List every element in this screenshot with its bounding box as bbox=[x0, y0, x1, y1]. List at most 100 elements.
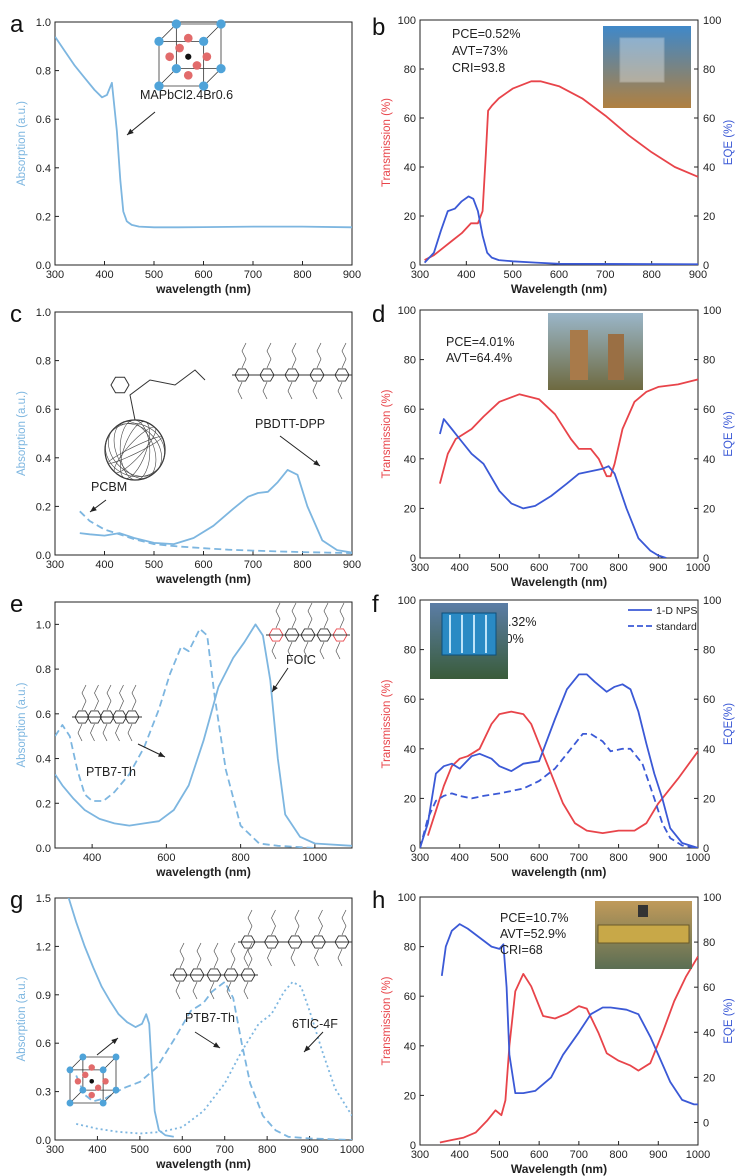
panel-letter: a bbox=[10, 11, 24, 38]
y2-tick-label: 60 bbox=[703, 694, 715, 706]
annotation-text: CRI=93.8 bbox=[452, 61, 505, 75]
x-tick-label: 300 bbox=[46, 269, 64, 281]
glass-photo bbox=[603, 26, 691, 108]
annotation-text: PCE=4.01% bbox=[446, 335, 514, 349]
x-tick-label: 1000 bbox=[686, 562, 710, 574]
y2-tick-label: 0 bbox=[703, 1117, 709, 1129]
x-tick-label: 900 bbox=[649, 1149, 667, 1161]
x-tick-label: 1000 bbox=[686, 1149, 710, 1161]
x-tick-label: 700 bbox=[570, 1149, 588, 1161]
y-tick-label: 0.6 bbox=[36, 404, 51, 416]
y-tick-label: 0.6 bbox=[36, 1038, 51, 1050]
y-tick-label: 100 bbox=[398, 892, 416, 904]
y-tick-label: 60 bbox=[404, 694, 416, 706]
y-tick-label: 0.8 bbox=[36, 356, 51, 368]
x-axis-label: Wavelength (nm) bbox=[511, 282, 607, 296]
y2-tick-label: 40 bbox=[703, 454, 715, 466]
x-tick-label: 600 bbox=[194, 269, 212, 281]
pbdtt-dpp-arrow-icon bbox=[279, 435, 321, 467]
crystal-structure-icon bbox=[154, 19, 226, 91]
legend-entry: standard bbox=[656, 621, 697, 633]
building-photo bbox=[548, 313, 643, 390]
x-tick-label: 400 bbox=[451, 1149, 469, 1161]
y-tick-label: 60 bbox=[404, 404, 416, 416]
y-tick-label: 100 bbox=[398, 15, 416, 27]
device-photo bbox=[430, 603, 508, 679]
y-tick-label: 20 bbox=[404, 503, 416, 515]
annotation-text: PCBM bbox=[91, 480, 127, 494]
y2-tick-label: 40 bbox=[703, 162, 715, 174]
x-tick-label: 500 bbox=[131, 1144, 149, 1156]
panel-letter: g bbox=[10, 887, 23, 914]
x-tick-label: 600 bbox=[157, 852, 175, 864]
x-tick-label: 700 bbox=[244, 269, 262, 281]
x-tick-label: 400 bbox=[457, 269, 475, 281]
y-tick-label: 80 bbox=[404, 64, 416, 76]
y2-axis-label: EQE (%) bbox=[723, 411, 735, 457]
y-tick-label: 0.0 bbox=[36, 1135, 51, 1147]
pcbm-arrow-icon bbox=[89, 499, 107, 513]
y-tick-label: 0.2 bbox=[36, 211, 51, 223]
series-line-1 bbox=[75, 981, 352, 1140]
legend-entry: 1-D NPS bbox=[656, 605, 697, 617]
crystal-structure-icon-g bbox=[66, 1053, 120, 1107]
x-tick-label: 300 bbox=[411, 562, 429, 574]
x-tick-label: 800 bbox=[642, 269, 660, 281]
series-line-2 bbox=[76, 981, 352, 1135]
y-tick-label: 0.8 bbox=[36, 664, 51, 676]
x-axis-label: wavelength (nm) bbox=[155, 865, 251, 879]
y-tick-label: 40 bbox=[404, 744, 416, 756]
x-axis-label: Wavelength (nm) bbox=[511, 575, 607, 589]
y2-tick-label: 100 bbox=[703, 15, 721, 27]
plot-frame bbox=[54, 897, 353, 1141]
y2-tick-label: 20 bbox=[703, 1072, 715, 1084]
series-line-0 bbox=[439, 378, 698, 484]
series-line-1 bbox=[439, 418, 667, 558]
annotation-text: AVT=52.9% bbox=[500, 927, 566, 941]
y2-tick-label: 20 bbox=[703, 503, 715, 515]
x-tick-label: 500 bbox=[145, 269, 163, 281]
x-tick-label: 900 bbox=[300, 1144, 318, 1156]
x-tick-label: 800 bbox=[293, 559, 311, 571]
plot-frame bbox=[419, 599, 699, 849]
series-line-1 bbox=[79, 510, 352, 554]
y2-axis-label: EQE (%) bbox=[723, 998, 735, 1044]
series-line-0 bbox=[55, 623, 352, 847]
ptb7-th-arrow-icon bbox=[137, 743, 166, 758]
pbdtt-dpp-molecule-icon bbox=[232, 342, 352, 400]
y-axis-label: Transmission (%) bbox=[381, 98, 393, 187]
panel-letter: b bbox=[372, 14, 385, 41]
x-tick-label: 900 bbox=[343, 559, 361, 571]
x-tick-label: 800 bbox=[293, 269, 311, 281]
y-axis-label: Absorption (a.u.) bbox=[16, 391, 28, 476]
series-line-0 bbox=[67, 898, 174, 1138]
x-tick-label: 300 bbox=[46, 1144, 64, 1156]
y-tick-label: 1.2 bbox=[36, 941, 51, 953]
y-tick-label: 0 bbox=[410, 260, 416, 272]
ptb7-th-molecule-icon-g bbox=[170, 942, 258, 1000]
y-tick-label: 0.9 bbox=[36, 990, 51, 1002]
y2-tick-label: 80 bbox=[703, 937, 715, 949]
series-line-0 bbox=[439, 956, 698, 1144]
x-tick-label: 1000 bbox=[686, 852, 710, 864]
x-tick-label: 800 bbox=[609, 562, 627, 574]
y-tick-label: 1.0 bbox=[36, 619, 51, 631]
series-line-1 bbox=[440, 923, 698, 1106]
y-tick-label: 0 bbox=[410, 1140, 416, 1152]
annotation-text: AVT=64.4% bbox=[446, 351, 512, 365]
y-tick-label: 0 bbox=[410, 843, 416, 855]
plot-frame bbox=[419, 309, 699, 559]
plot-frame bbox=[54, 311, 353, 556]
6tic-4f-arrow-icon bbox=[303, 1031, 324, 1053]
x-tick-label: 900 bbox=[689, 269, 707, 281]
y-tick-label: 1.0 bbox=[36, 307, 51, 319]
y-tick-label: 100 bbox=[398, 305, 416, 317]
x-tick-label: 600 bbox=[550, 269, 568, 281]
y-tick-label: 40 bbox=[404, 162, 416, 174]
6tic-4f-molecule-icon bbox=[238, 909, 352, 967]
y-tick-label: 0.4 bbox=[36, 754, 51, 766]
series-line-1 bbox=[55, 627, 315, 848]
annotation-text: 6TIC-4F bbox=[292, 1017, 338, 1031]
y-tick-label: 40 bbox=[404, 454, 416, 466]
y-tick-label: 20 bbox=[404, 211, 416, 223]
